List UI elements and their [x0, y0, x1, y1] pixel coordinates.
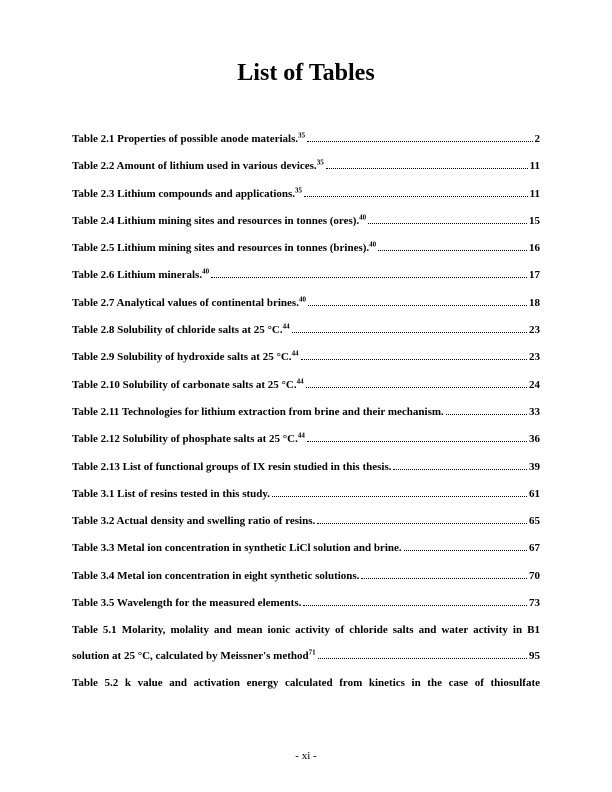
toc-entry: Table 2.1 Properties of possible anode m… — [72, 127, 540, 152]
dot-leader — [303, 598, 527, 606]
entry-page: 15 — [529, 209, 540, 234]
toc-entry: Table 2.3 Lithium compounds and applicat… — [72, 182, 540, 207]
dot-leader — [378, 244, 527, 252]
entry-text: Table 2.11 Technologies for lithium extr… — [72, 400, 444, 425]
page-title: List of Tables — [72, 60, 540, 87]
entry-page: 17 — [529, 263, 540, 288]
entry-page: 2 — [535, 127, 541, 152]
entry-text: Table 3.5 Wavelength for the measured el… — [72, 591, 301, 616]
dot-leader — [308, 298, 527, 306]
entry-text: Table 2.6 Lithium minerals.40 — [72, 263, 209, 288]
entry-text: Table 5.1 Molarity, molality and mean io… — [72, 624, 540, 636]
dot-leader — [368, 216, 527, 224]
dot-leader — [272, 489, 527, 497]
entry-text: Table 2.2 Amount of lithium used in vari… — [72, 154, 324, 179]
toc-entry: Table 3.3 Metal ion concentration in syn… — [72, 536, 540, 561]
dot-leader — [361, 571, 527, 579]
toc-entry: Table 2.12 Solubility of phosphate salts… — [72, 427, 540, 452]
dot-leader — [326, 162, 528, 170]
entry-page: 23 — [529, 345, 540, 370]
dot-leader — [307, 435, 527, 443]
toc-entry: Table 3.5 Wavelength for the measured el… — [72, 591, 540, 616]
entry-text: Table 2.12 Solubility of phosphate salts… — [72, 427, 305, 452]
entry-text: Table 3.2 Actual density and swelling ra… — [72, 509, 315, 534]
entry-text: Table 3.4 Metal ion concentration in eig… — [72, 564, 359, 589]
entry-page: 16 — [529, 236, 540, 261]
entry-page: 67 — [529, 536, 540, 561]
dot-leader — [301, 353, 527, 361]
toc-entry: Table 2.9 Solubility of hydroxide salts … — [72, 345, 540, 370]
dot-leader — [393, 462, 527, 470]
entry-text: Table 2.5 Lithium mining sites and resou… — [72, 236, 376, 261]
entry-text: Table 2.1 Properties of possible anode m… — [72, 127, 305, 152]
entry-text: Table 2.10 Solubility of carbonate salts… — [72, 373, 304, 398]
entry-page: 65 — [529, 509, 540, 534]
entry-text: Table 3.3 Metal ion concentration in syn… — [72, 536, 402, 561]
toc-entry: Table 2.4 Lithium mining sites and resou… — [72, 209, 540, 234]
entry-page: 36 — [529, 427, 540, 452]
entry-page: 95 — [529, 644, 540, 669]
dot-leader — [307, 134, 532, 142]
entry-text: Table 2.3 Lithium compounds and applicat… — [72, 182, 302, 207]
entry-text: Table 2.13 List of functional groups of … — [72, 455, 391, 480]
entry-page: 11 — [530, 182, 540, 207]
dot-leader — [292, 325, 527, 333]
entry-page: 23 — [529, 318, 540, 343]
entry-page: 33 — [529, 400, 540, 425]
entry-text: Table 2.7 Analytical values of continent… — [72, 291, 306, 316]
toc-entry: Table 3.2 Actual density and swelling ra… — [72, 509, 540, 534]
toc-entry: Table 2.8 Solubility of chloride salts a… — [72, 318, 540, 343]
entry-text: Table 3.1 List of resins tested in this … — [72, 482, 270, 507]
entry-page: 11 — [530, 154, 540, 179]
toc-entry: Table 2.2 Amount of lithium used in vari… — [72, 154, 540, 179]
page-footer: - xi - — [0, 750, 612, 762]
dot-leader — [306, 380, 527, 388]
dot-leader — [211, 271, 527, 279]
entry-page: 24 — [529, 373, 540, 398]
entry-text: Table 2.4 Lithium mining sites and resou… — [72, 209, 366, 234]
toc-entry: Table 2.6 Lithium minerals.40 17 — [72, 263, 540, 288]
toc-entry: Table 2.11 Technologies for lithium extr… — [72, 400, 540, 425]
dot-leader — [318, 651, 527, 659]
entry-text: Table 2.8 Solubility of chloride salts a… — [72, 318, 290, 343]
dot-leader — [317, 516, 527, 524]
dot-leader — [446, 407, 527, 415]
entry-page: 61 — [529, 482, 540, 507]
toc-entry: Table 2.10 Solubility of carbonate salts… — [72, 373, 540, 398]
toc-entry-multiline-1-cont: solution at 25 °C, calculated by Meissne… — [72, 644, 540, 669]
entry-text: solution at 25 °C, calculated by Meissne… — [72, 644, 316, 669]
toc-entry: Table 2.7 Analytical values of continent… — [72, 291, 540, 316]
entry-page: 73 — [529, 591, 540, 616]
entry-text: Table 5.2 k value and activation energy … — [72, 677, 540, 689]
dot-leader — [404, 544, 527, 552]
dot-leader — [304, 189, 528, 197]
entry-page: 39 — [529, 455, 540, 480]
entry-page: 18 — [529, 291, 540, 316]
toc-entry-multiline-2: Table 5.2 k value and activation energy … — [72, 671, 540, 696]
toc-entry: Table 3.4 Metal ion concentration in eig… — [72, 564, 540, 589]
toc-entry-multiline-1: Table 5.1 Molarity, molality and mean io… — [72, 618, 540, 643]
entry-page: 70 — [529, 564, 540, 589]
toc-entry: Table 2.13 List of functional groups of … — [72, 455, 540, 480]
toc-entry: Table 2.5 Lithium mining sites and resou… — [72, 236, 540, 261]
entry-text: Table 2.9 Solubility of hydroxide salts … — [72, 345, 299, 370]
toc-entries: Table 2.1 Properties of possible anode m… — [72, 127, 540, 616]
toc-entry: Table 3.1 List of resins tested in this … — [72, 482, 540, 507]
